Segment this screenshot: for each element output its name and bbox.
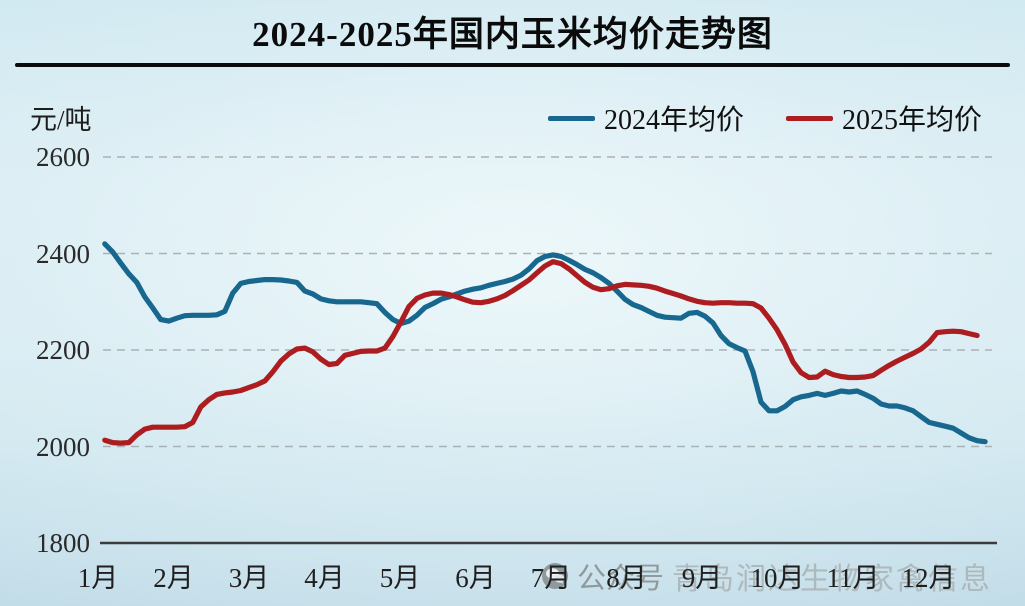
watermark-badge-text: 公众号	[577, 563, 665, 595]
legend-swatch-2024	[548, 115, 595, 121]
y-axis-unit-label: 元/吨	[30, 105, 92, 135]
y-tick-2000: 2000	[36, 431, 90, 462]
x-tick-12: 12月	[901, 563, 956, 593]
x-tick-7: 7月	[530, 563, 572, 593]
x-tick-10: 10月	[750, 563, 805, 593]
legend-swatch-2025	[786, 115, 834, 121]
x-tick-9: 9月	[681, 563, 723, 593]
x-tick-2: 2月	[153, 563, 194, 593]
watermark: 公众号 青岛润达生物家禽信息	[541, 560, 992, 596]
title-underline	[15, 63, 1010, 67]
series-line-2025年均价	[102, 259, 980, 446]
x-tick-6: 6月	[455, 563, 496, 593]
x-tick-4: 4月	[304, 563, 345, 593]
chart-title: 2024-2025年国内玉米均价走势图	[252, 15, 773, 54]
series-line-2024年均价	[102, 241, 988, 445]
legend: 2024年均价 2025年均价	[548, 101, 983, 136]
legend-label-2025: 2025年均价	[842, 105, 983, 136]
x-tick-5: 5月	[379, 563, 421, 593]
y-tick-2600: 2600	[36, 142, 90, 172]
watermark-account-name: 青岛润达生物家禽信息	[672, 563, 993, 596]
y-tick-1800: 1800	[36, 528, 90, 558]
y-tick-2400: 2400	[36, 238, 90, 269]
x-tick-1: 1月	[77, 563, 119, 593]
x-tick-3: 3月	[228, 563, 270, 593]
x-tick-11: 11月	[826, 563, 880, 593]
x-tick-8: 8月	[606, 563, 647, 593]
legend-label-2024: 2024年均价	[604, 105, 745, 136]
y-tick-2200: 2200	[36, 335, 90, 365]
wechat-icon	[542, 563, 568, 589]
